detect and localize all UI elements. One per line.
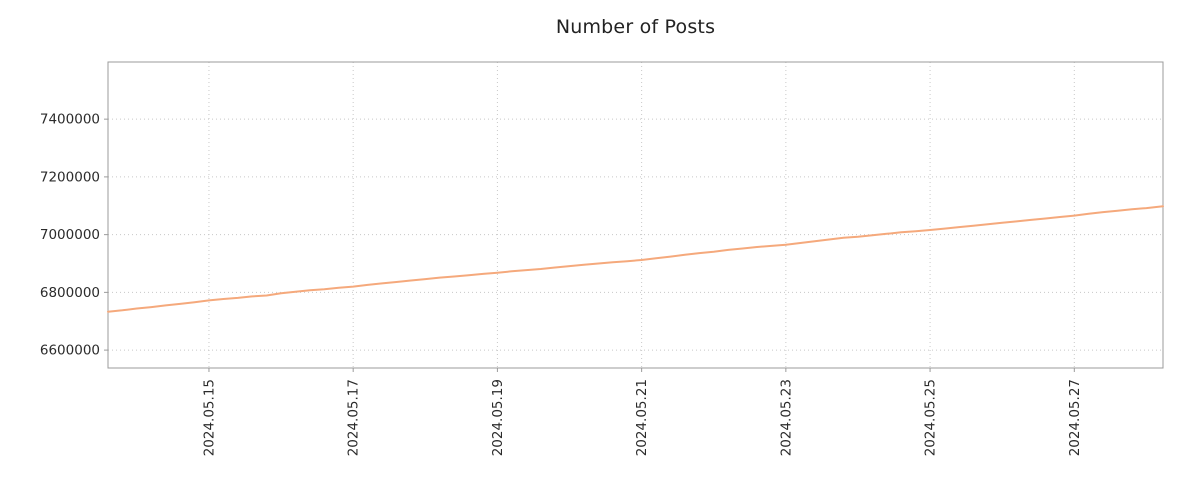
y-tick-label: 7000000 bbox=[40, 227, 100, 243]
x-tick-label: 2024.05.23 bbox=[778, 379, 794, 456]
y-tick-label: 7400000 bbox=[40, 112, 100, 128]
y-tick-label: 6800000 bbox=[40, 285, 100, 301]
x-tick-label: 2024.05.27 bbox=[1067, 379, 1083, 456]
data-line-number-of-posts bbox=[107, 205, 1164, 313]
x-tick-label: 2024.05.19 bbox=[490, 379, 506, 456]
x-tick-label: 2024.05.17 bbox=[346, 379, 362, 456]
chart-title: Number of Posts bbox=[555, 16, 716, 38]
y-tick-label: 7200000 bbox=[40, 169, 100, 185]
x-tick-label: 2024.05.21 bbox=[634, 379, 650, 456]
y-tick-label: 6600000 bbox=[40, 343, 100, 359]
x-tick-label: 2024.05.25 bbox=[923, 379, 939, 456]
plot-border bbox=[107, 61, 1164, 369]
x-tick-label: 2024.05.15 bbox=[201, 379, 217, 456]
